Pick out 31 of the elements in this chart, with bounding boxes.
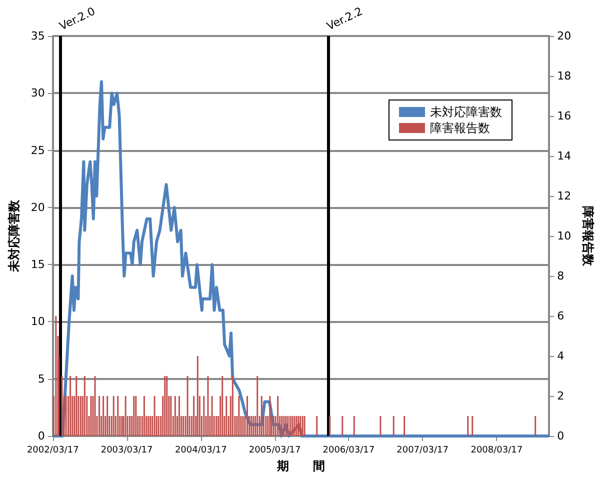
x-tick-label: 2007/03/17 xyxy=(396,446,449,456)
y2-tick-label: 8 xyxy=(557,270,564,282)
y-tick-label: 0 xyxy=(38,430,45,442)
y-tick-label: 15 xyxy=(30,258,45,272)
y2-tick-label: 18 xyxy=(557,70,572,82)
y-tick-label: 25 xyxy=(30,144,45,157)
legend-label: 障害報告数 xyxy=(430,121,490,135)
x-tick-label: 2002/03/17 xyxy=(26,446,79,456)
y2-tick-label: 20 xyxy=(557,30,572,42)
y-axis-title: 未対応障害数 xyxy=(7,199,21,273)
y2-tick-label: 12 xyxy=(557,190,572,202)
y2-tick-label: 16 xyxy=(557,110,572,122)
y2-tick-label: 10 xyxy=(557,230,572,242)
y-tick-label: 5 xyxy=(38,372,45,386)
y2-tick-label: 2 xyxy=(557,390,564,402)
x-tick-label: 2003/03/17 xyxy=(100,446,153,456)
y2-axis-title: 障害報告数 xyxy=(581,206,595,267)
y2-tick-label: 0 xyxy=(557,430,564,442)
x-axis-title: 期 間 xyxy=(276,459,325,473)
y2-tick-label: 6 xyxy=(557,310,564,322)
x-tick-label: 2008/03/17 xyxy=(470,446,523,456)
y-tick-label: 20 xyxy=(30,200,45,214)
x-tick-label: 2004/03/17 xyxy=(174,446,227,456)
y-tick-label: 35 xyxy=(30,30,45,42)
y-tick-label: 10 xyxy=(30,315,45,328)
legend-label: 未対応障害数 xyxy=(430,105,502,119)
x-tick-label: 2005/03/17 xyxy=(248,446,301,456)
y2-tick-label: 14 xyxy=(557,150,572,162)
x-tick-label: 2006/03/17 xyxy=(322,446,375,456)
y-tick-label: 30 xyxy=(30,86,45,100)
y2-tick-label: 4 xyxy=(557,350,564,362)
